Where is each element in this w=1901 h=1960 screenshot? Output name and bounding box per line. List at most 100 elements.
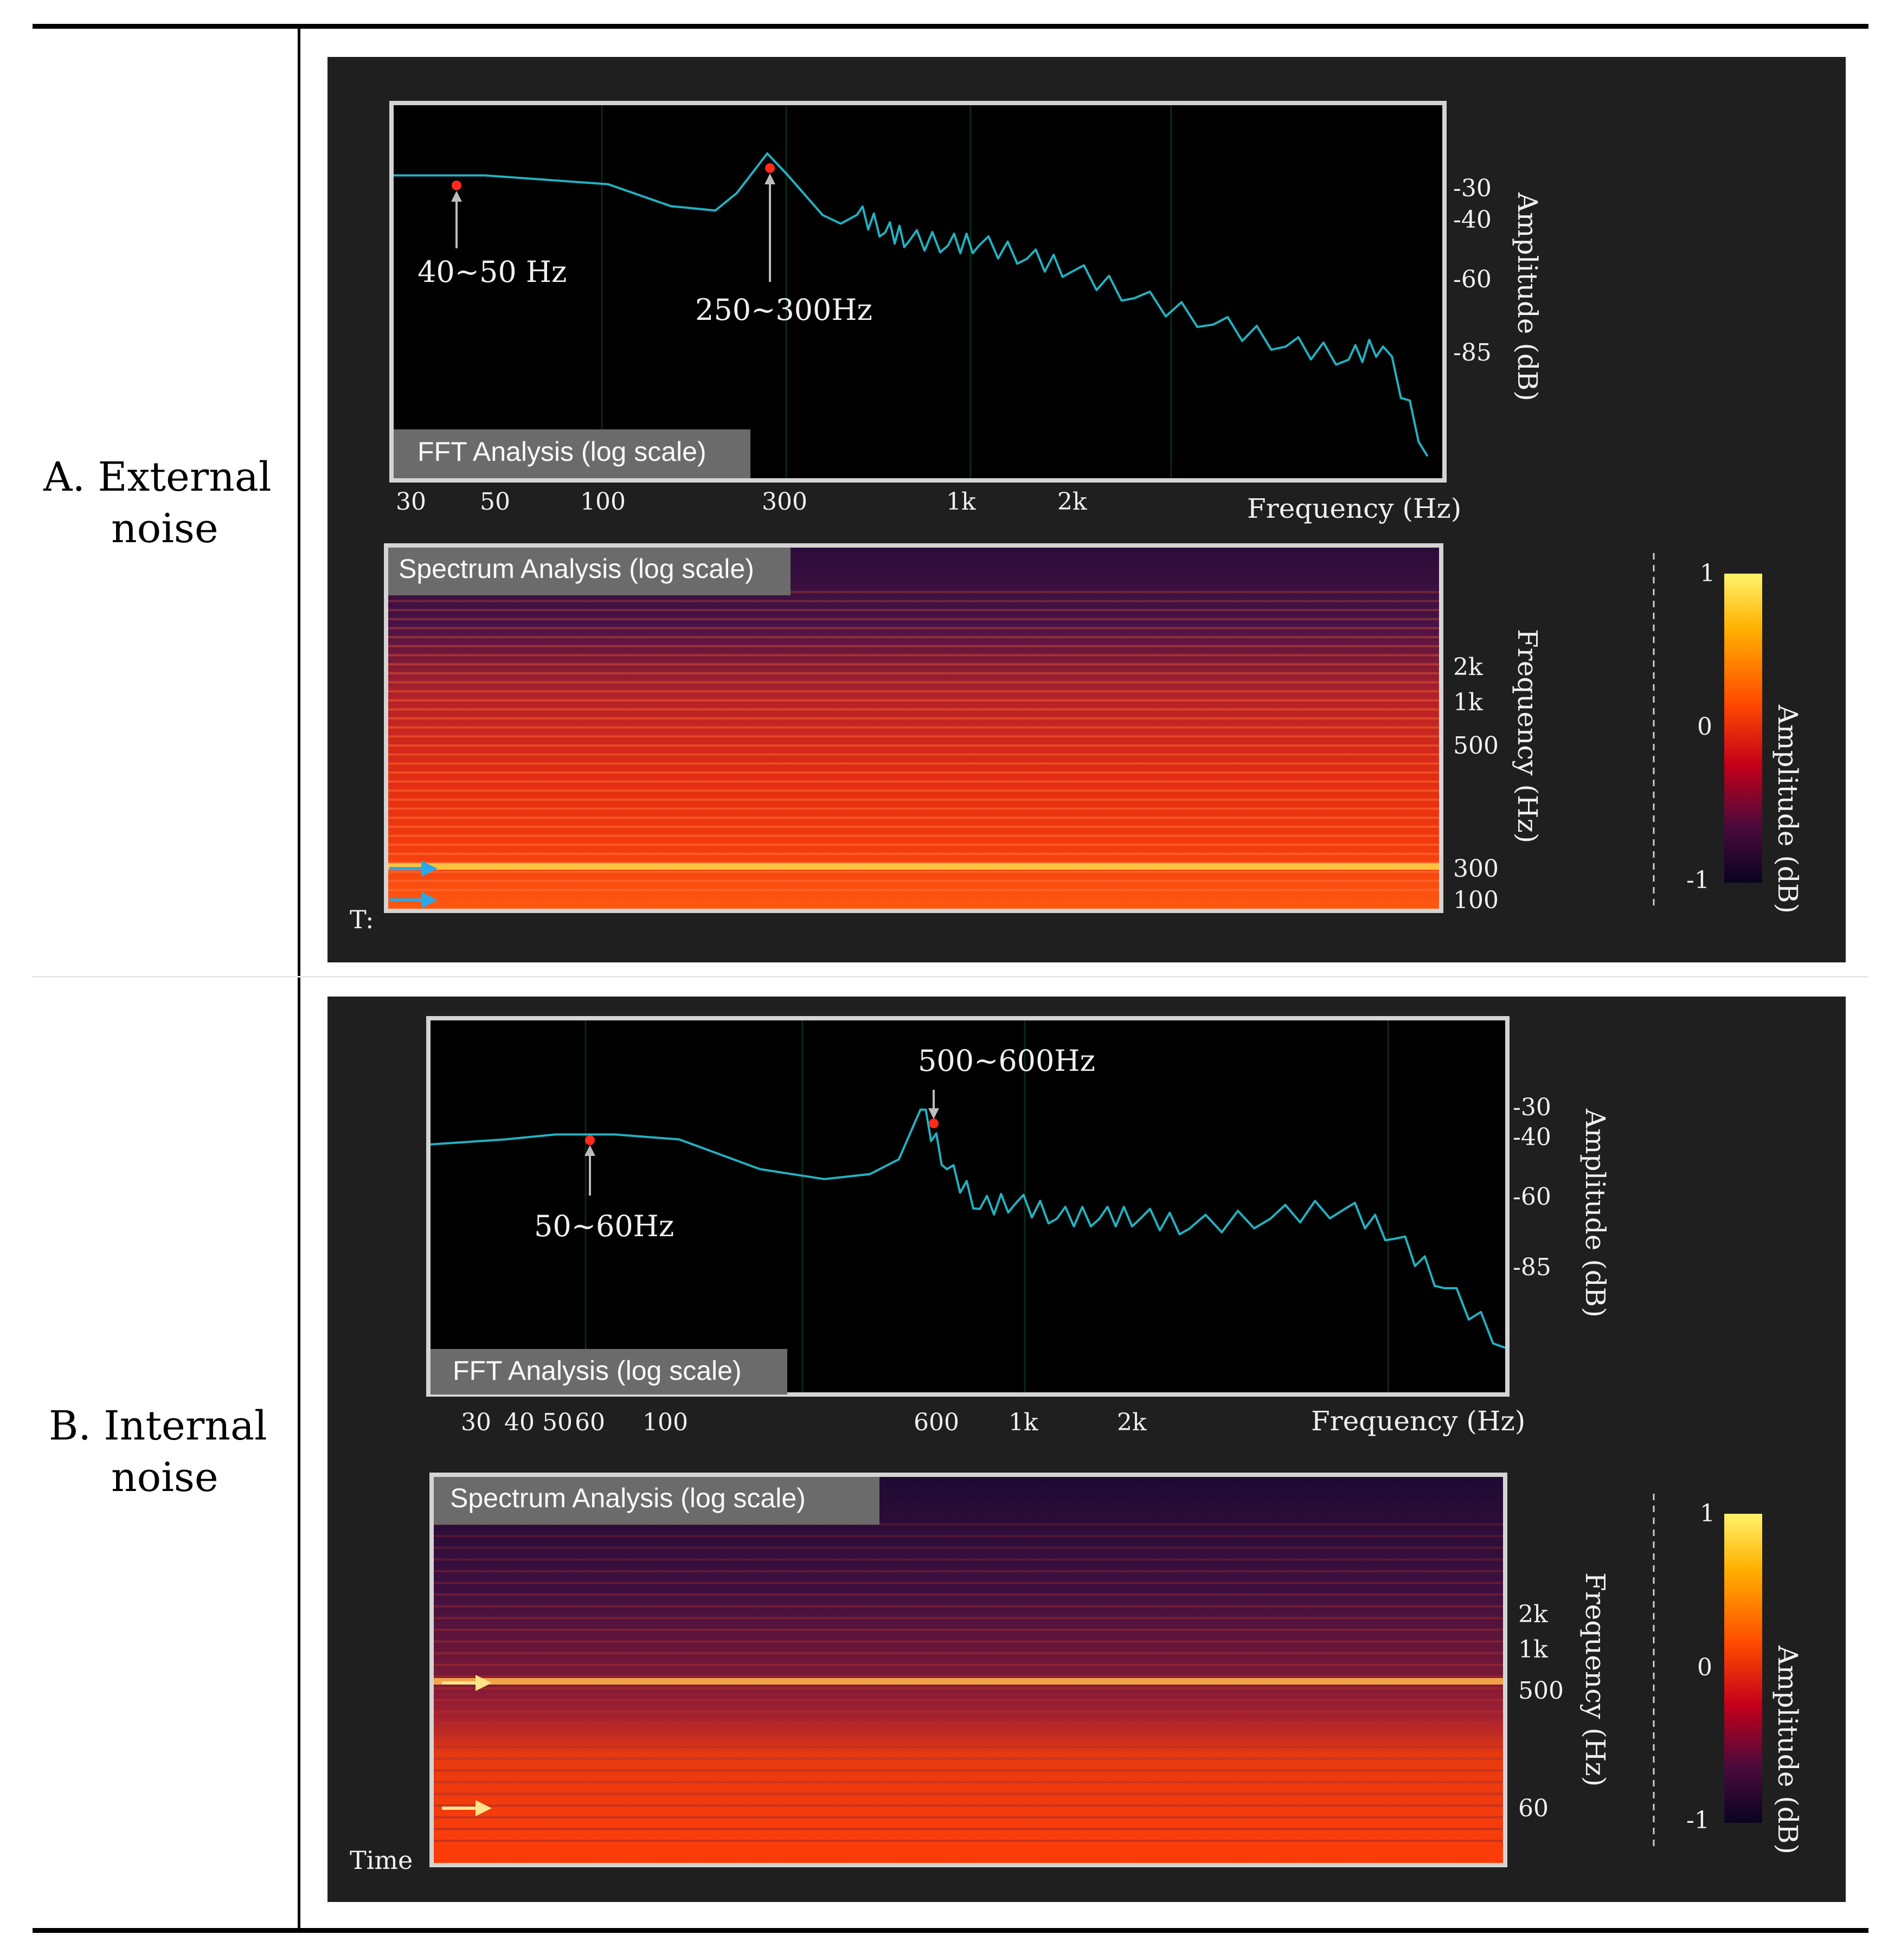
spectrum-band — [434, 1582, 1503, 1584]
column-divider — [298, 29, 300, 1928]
colorbar-a — [1724, 574, 1762, 883]
spectrum-band — [434, 1746, 1503, 1749]
fft-a-peak-marker-2 — [765, 163, 775, 173]
fft-a-x-ticks: 30 50 100 300 1k 2k — [396, 488, 1087, 516]
spectrum-band — [388, 862, 1439, 864]
fft-b-x-tick: 600 — [914, 1409, 959, 1436]
fft-a-y-tick: -40 — [1453, 206, 1492, 234]
spectrum-band — [388, 771, 1439, 774]
spectrum-band — [434, 1840, 1503, 1842]
spectrum-a-arrow-2 — [389, 892, 438, 908]
fft-b-peak-marker-2 — [929, 1119, 939, 1128]
fft-a-peak-marker-1 — [452, 181, 461, 190]
spectrum-a-y-label: Frequency (Hz) — [1512, 629, 1543, 843]
spectrum-a-title-box — [388, 548, 791, 595]
spectrum-band — [388, 852, 1439, 855]
spectrum-band — [388, 600, 1439, 602]
spectrum-b-title-box — [434, 1477, 879, 1525]
fft-b-y-tick: -85 — [1513, 1254, 1551, 1281]
spectrum-band — [434, 1734, 1503, 1737]
spectrum-b-arrow-2 — [442, 1800, 492, 1816]
spectrum-band — [388, 762, 1439, 765]
fft-b-plot — [426, 1016, 1510, 1397]
fft-b-x-tick: 30 — [461, 1409, 491, 1436]
colorbar-a-tick: -1 — [1686, 866, 1710, 894]
spectrum-b-y-ticks: 2k 1k 500 60 — [1518, 1601, 1564, 1822]
spectrum-band — [434, 1558, 1503, 1561]
fft-b-x-tick: 40 — [504, 1409, 535, 1436]
fft-b-peak-label-2: 500~600Hz — [918, 1044, 1095, 1078]
fft-b-peak-label-1: 50~60Hz — [534, 1209, 674, 1243]
spectrum-band — [388, 889, 1439, 891]
spectrum-band — [434, 1769, 1503, 1772]
spectrum-band — [388, 590, 1439, 593]
colorbar-b — [1724, 1514, 1762, 1823]
spectrum-band — [388, 618, 1439, 620]
fft-a-x-tick: 2k — [1057, 488, 1087, 516]
fft-a-x-tick: 1k — [946, 488, 976, 516]
colorbar-a-ticks: 1 0 -1 — [1686, 560, 1715, 894]
spectrum-band — [434, 1570, 1503, 1572]
fft-b-y-tick: -60 — [1513, 1183, 1551, 1211]
row-a-label-line2: noise — [111, 505, 219, 552]
colorbar-b-ticks: 1 0 -1 — [1686, 1500, 1715, 1834]
fft-a-title-box — [394, 429, 750, 478]
spectrum-band — [388, 744, 1439, 747]
spectrum-band — [434, 1781, 1503, 1783]
spectrum-band — [388, 690, 1439, 693]
spectrum-band — [434, 1617, 1503, 1620]
spectrum-a-bands — [388, 590, 1439, 891]
fft-b-y-tick: -30 — [1513, 1094, 1551, 1121]
fft-b-title-box — [431, 1349, 787, 1395]
spectrum-b-time-label: Time — [350, 1846, 413, 1875]
spectrum-a-y-tick: 300 — [1453, 855, 1499, 883]
spectrum-a-plot — [384, 543, 1443, 913]
colorbar-b-tick: 0 — [1697, 1654, 1712, 1681]
spectrum-band — [388, 681, 1439, 684]
spectrum-band — [388, 699, 1439, 702]
spectrum-band — [388, 636, 1439, 639]
fft-b-x-tick: 1k — [1009, 1409, 1038, 1436]
fft-a-gridlines — [601, 105, 1172, 478]
fft-a-peak-label-1: 40~50 Hz — [418, 255, 567, 289]
spectrum-a-arrow-1 — [389, 860, 438, 877]
fft-b-gridlines — [585, 1020, 1389, 1392]
fft-a-peak-arrowhead-1 — [451, 191, 462, 202]
fft-b-title: FFT Analysis (log scale) — [453, 1355, 742, 1386]
fft-b-peak-arrowhead-1 — [585, 1145, 595, 1156]
spectrum-band — [434, 1640, 1503, 1643]
row-b-label-line2: noise — [111, 1454, 219, 1501]
colorbar-b-tick: -1 — [1686, 1807, 1710, 1834]
spectrum-band — [388, 672, 1439, 674]
top-rule — [33, 24, 1868, 29]
spectrum-band — [434, 1816, 1503, 1818]
fft-a-x-label: Frequency (Hz) — [1247, 493, 1461, 524]
fft-a-x-tick: 30 — [396, 488, 426, 516]
spectrum-band — [434, 1523, 1503, 1526]
fft-a-peak-arrowhead-2 — [765, 173, 775, 184]
spectrum-b-band-500 — [434, 1678, 1503, 1685]
colorbar-a-tick: 1 — [1700, 560, 1715, 587]
fft-b-x-label: Frequency (Hz) — [1311, 1405, 1525, 1437]
spectrum-band — [388, 825, 1439, 828]
spectrum-a-y-tick: 2k — [1453, 653, 1483, 681]
spectrum-a-y-ticks: 2k 1k 500 300 100 — [1453, 653, 1499, 914]
spectrum-band — [388, 654, 1439, 657]
spectrum-band — [388, 609, 1439, 612]
spectrum-b-y-label: Frequency (Hz) — [1579, 1572, 1611, 1787]
spectrum-band — [434, 1687, 1503, 1689]
spectrum-band — [388, 844, 1439, 846]
spectrum-band — [388, 879, 1439, 882]
bottom-rule — [33, 1928, 1868, 1933]
spectrum-band — [388, 708, 1439, 711]
spectrum-a-y-tick: 1k — [1453, 689, 1483, 716]
fft-a-y-label: Amplitude (dB) — [1512, 192, 1543, 401]
spectrum-band — [388, 817, 1439, 819]
spectrum-b-y-tick: 60 — [1518, 1795, 1549, 1822]
fft-b-x-tick: 2k — [1117, 1409, 1147, 1436]
spectrum-a-time-label: T: — [350, 905, 374, 934]
spectrum-band — [388, 871, 1439, 873]
fft-b-peak-marker-1 — [585, 1135, 595, 1145]
spectrum-band — [388, 798, 1439, 801]
